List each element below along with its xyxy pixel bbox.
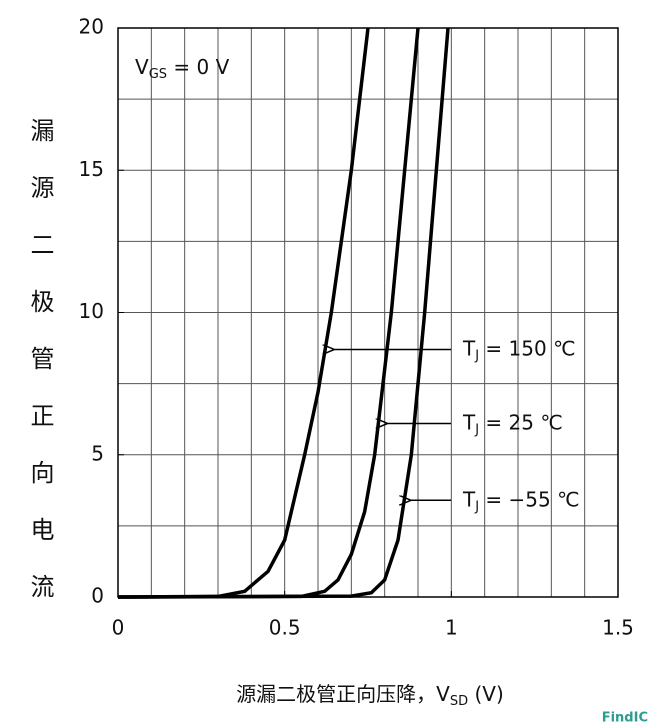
y-tick-label: 5 [91,441,104,465]
x-tick-label: 1.5 [602,616,634,640]
curve-label-main: T [462,487,476,511]
y-tick-label: 0 [91,584,104,608]
curve [117,27,370,599]
curve-label-rest: = 150 ℃ [479,336,575,360]
x-axis-label-main: 源漏二极管正向压降，V [236,682,450,706]
x-tick-label: 1 [445,616,458,640]
x-tick-label: 0.5 [269,616,301,640]
condition-note-sub: GS [149,67,167,82]
curve-label-rest: = −55 ℃ [479,487,580,511]
condition-note-rest: = 0 V [167,55,230,79]
curve-label: TJ = 25 ℃ [462,410,563,437]
y-axis-label: 漏源二极管正向电流 [26,118,54,631]
x-axis-label: 源漏二极管正向压降，VSD (V) [236,682,504,709]
x-axis-label-sub: SD [450,694,468,709]
curve-label-rest: = 25 ℃ [479,410,563,434]
y-tick-label: 10 [79,299,104,323]
curve [117,27,450,599]
curve-label-main: T [462,336,476,360]
y-tick-label: 20 [79,15,104,39]
curve [117,27,420,599]
watermark: FindIC [602,711,648,726]
y-tick-label: 15 [79,157,104,181]
curve-label: TJ = −55 ℃ [462,487,580,514]
condition-note: VGS = 0 V [135,55,230,82]
curve-label-main: T [462,410,476,434]
x-tick-label: 0 [112,616,125,640]
condition-note-main: V [135,55,149,79]
curve-label-sub: J [474,348,479,363]
curve-label-sub: J [474,422,479,437]
curve-label-sub: J [474,499,479,514]
x-axis-label-rest: (V) [468,682,504,706]
curve-label: TJ = 150 ℃ [462,336,576,363]
